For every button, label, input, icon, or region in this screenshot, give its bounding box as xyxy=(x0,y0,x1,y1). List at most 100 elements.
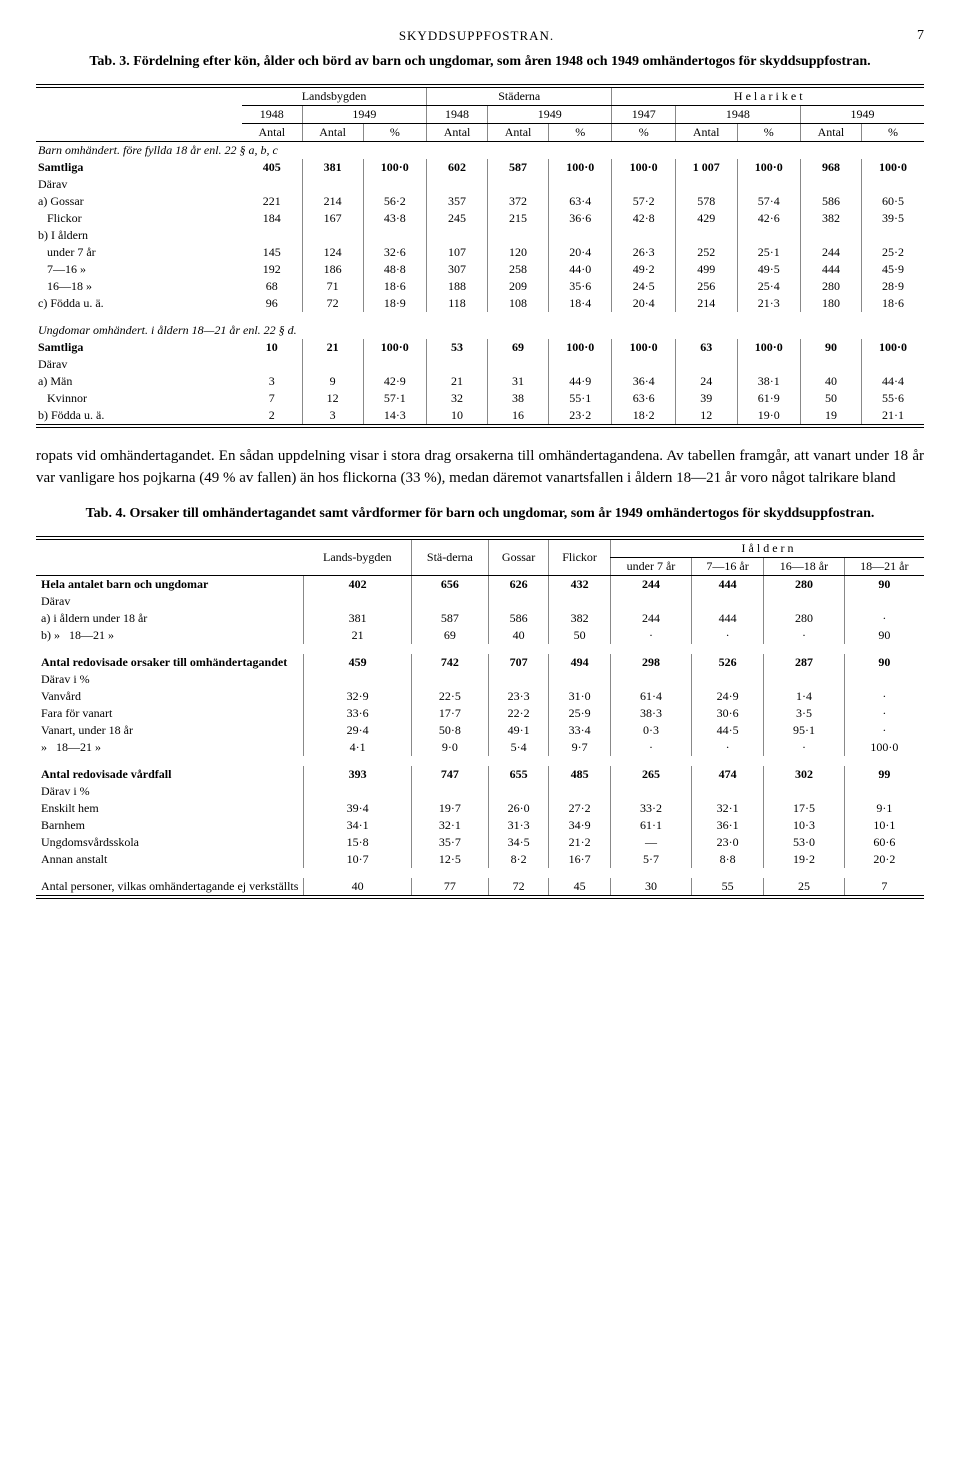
t4-cell: 72 xyxy=(489,878,549,897)
t3-cell xyxy=(363,356,426,373)
t4-cell xyxy=(549,671,611,688)
t3-cell xyxy=(612,176,675,193)
y-1949a: 1949 xyxy=(302,106,426,124)
t3-cell xyxy=(549,356,612,373)
t3-cell: 20·4 xyxy=(612,295,675,312)
t3-rowlabel: Kvinnor xyxy=(36,390,242,407)
t3-sub-0: Antal xyxy=(242,124,302,142)
t3-cell: 256 xyxy=(675,278,737,295)
t3-cell: 214 xyxy=(302,193,363,210)
t3-cell: 1 007 xyxy=(675,159,737,176)
t4-cell: 100·0 xyxy=(844,739,924,756)
t3-cell: 35·6 xyxy=(549,278,612,295)
t3-cell: 120 xyxy=(488,244,549,261)
t3-cell: 18·6 xyxy=(363,278,426,295)
t4-cell: 485 xyxy=(549,766,611,783)
t3-cell: 21·3 xyxy=(737,295,800,312)
t4-cell: 7 xyxy=(844,878,924,897)
t3-cell: 60·5 xyxy=(861,193,924,210)
t4-cell: 444 xyxy=(691,610,763,627)
t4-cell: 25 xyxy=(764,878,844,897)
t4-cell: 33·2 xyxy=(611,800,692,817)
col-landsbygden: Landsbygden xyxy=(242,86,427,106)
t3-cell: 32 xyxy=(427,390,488,407)
t3-cell: 167 xyxy=(302,210,363,227)
t4-rowlabel: Vanart, under 18 år xyxy=(36,722,304,739)
t4-cell: 526 xyxy=(691,654,763,671)
t3-cell xyxy=(549,176,612,193)
t4-cell: · xyxy=(691,739,763,756)
t4-cell xyxy=(691,671,763,688)
t4-cell: · xyxy=(844,610,924,627)
t3-cell: 55·6 xyxy=(861,390,924,407)
t3-rowlabel: Flickor xyxy=(36,210,242,227)
t3-rowlabel: Samtliga xyxy=(36,339,242,356)
t3-cell xyxy=(861,227,924,244)
t4-cell: 77 xyxy=(411,878,488,897)
t4-cell: 27·2 xyxy=(549,800,611,817)
t4-cell xyxy=(411,671,488,688)
t3-cell: 245 xyxy=(427,210,488,227)
t3-cell xyxy=(737,227,800,244)
t4-cell: 16·7 xyxy=(549,851,611,868)
t4-cell: 23·3 xyxy=(489,688,549,705)
t3-cell: 18·2 xyxy=(612,407,675,426)
t4-cell: 19·7 xyxy=(411,800,488,817)
t3-rowlabel: b) I åldern xyxy=(36,227,242,244)
t3-rowlabel: a) Män xyxy=(36,373,242,390)
t3-cell: 49·2 xyxy=(612,261,675,278)
t3-cell: 18·9 xyxy=(363,295,426,312)
t3-section: Ungdomar omhändert. i åldern 18—21 år en… xyxy=(36,322,924,339)
t4-cell: 23·0 xyxy=(691,834,763,851)
t4-cell: 10·1 xyxy=(844,817,924,834)
t4-cell: 20·2 xyxy=(844,851,924,868)
t4-age-0: under 7 år xyxy=(611,557,692,575)
t4-cell: 29·4 xyxy=(304,722,411,739)
t4-cell: · xyxy=(611,627,692,644)
t4-rowlabel: a) i åldern under 18 år xyxy=(36,610,304,627)
t3-cell: 21·1 xyxy=(861,407,924,426)
t3-cell: 24 xyxy=(675,373,737,390)
t4-cell: 586 xyxy=(489,610,549,627)
t3-cell: 10 xyxy=(242,339,302,356)
t3-cell xyxy=(737,356,800,373)
t4-cell: 444 xyxy=(691,575,763,593)
t4-rowlabel: Barnhem xyxy=(36,817,304,834)
t3-cell: 21 xyxy=(302,339,363,356)
t3-cell: 18·6 xyxy=(861,295,924,312)
t3-sub-3: Antal xyxy=(427,124,488,142)
t3-cell: 429 xyxy=(675,210,737,227)
t4-age-3: 18—21 år xyxy=(844,557,924,575)
t4-cell: 5·4 xyxy=(489,739,549,756)
y-1949c: 1949 xyxy=(800,106,924,124)
t4-cell: 280 xyxy=(764,610,844,627)
t4-cell: 5·7 xyxy=(611,851,692,868)
t3-cell: 38·1 xyxy=(737,373,800,390)
t3-cell xyxy=(612,227,675,244)
t3-cell xyxy=(363,176,426,193)
t4-cell: 302 xyxy=(764,766,844,783)
t3-cell: 72 xyxy=(302,295,363,312)
tab4-prefix: Tab. 4. xyxy=(86,506,126,521)
t3-cell xyxy=(549,227,612,244)
t4-cell: 459 xyxy=(304,654,411,671)
t3-cell xyxy=(427,176,488,193)
t3-cell xyxy=(427,356,488,373)
t4-cell: 17·7 xyxy=(411,705,488,722)
t3-cell: 57·2 xyxy=(612,193,675,210)
t3-cell: 215 xyxy=(488,210,549,227)
t3-cell: 184 xyxy=(242,210,302,227)
t4-cell: 10·3 xyxy=(764,817,844,834)
t4-cell xyxy=(304,671,411,688)
t4-cell xyxy=(611,783,692,800)
t3-cell: 43·8 xyxy=(363,210,426,227)
t4-cell: 432 xyxy=(549,575,611,593)
t3-cell: 68 xyxy=(242,278,302,295)
t3-rowlabel: Därav xyxy=(36,356,242,373)
t4-cell: 32·9 xyxy=(304,688,411,705)
t3-cell: 9 xyxy=(302,373,363,390)
t4-cell: 1·4 xyxy=(764,688,844,705)
t4-cell: 61·4 xyxy=(611,688,692,705)
t4-rowlabel: Därav i % xyxy=(36,671,304,688)
t3-sub-5: % xyxy=(549,124,612,142)
